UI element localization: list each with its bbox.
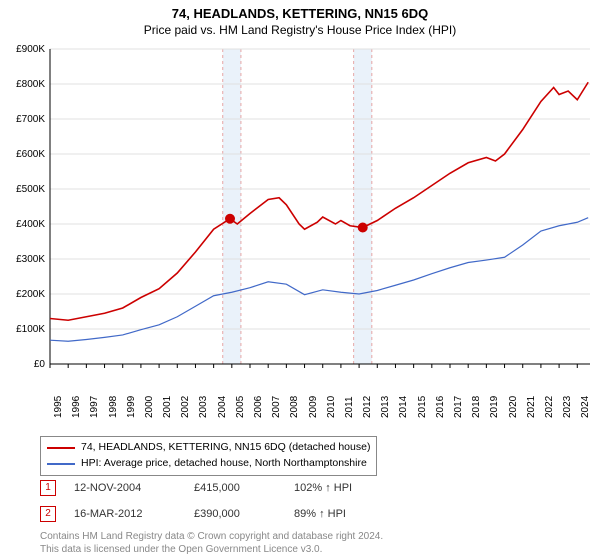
x-tick-label: 2023 (562, 396, 573, 418)
event-pct: 89% ↑ HPI (294, 508, 404, 520)
footer-line2: This data is licensed under the Open Gov… (40, 543, 383, 556)
footer-line1: Contains HM Land Registry data © Crown c… (40, 530, 383, 543)
x-tick-label: 2015 (417, 396, 428, 418)
event-date: 16-MAR-2012 (74, 508, 194, 520)
legend-swatch (47, 463, 75, 465)
x-tick-label: 2022 (544, 396, 555, 418)
x-tick-label: 1998 (108, 396, 119, 418)
x-tick-label: 2011 (344, 396, 355, 418)
chart-plot: £0 £100K £200K £300K £400K £500K £600K £700K £80… (0, 44, 600, 384)
x-tick-label: 2017 (453, 396, 464, 418)
legend-row: HPI: Average price, detached house, Nort… (47, 456, 370, 472)
x-tick-label: 2024 (580, 396, 591, 418)
x-tick-label: 1995 (53, 396, 64, 418)
svg-text:£300K: £300K (16, 254, 45, 265)
event-price: £415,000 (194, 482, 294, 494)
event-marker-1: 1 (40, 480, 56, 496)
x-tick-label: 2006 (253, 396, 264, 418)
x-tick-label: 2004 (217, 396, 228, 418)
x-tick-label: 2007 (271, 396, 282, 418)
svg-text:£800K: £800K (16, 79, 45, 90)
legend-label: 74, HEADLANDS, KETTERING, NN15 6DQ (deta… (81, 440, 370, 456)
x-tick-label: 2016 (435, 396, 446, 418)
x-tick-label: 2013 (380, 396, 391, 418)
svg-text:£0: £0 (34, 359, 46, 370)
event-price: £390,000 (194, 508, 294, 520)
x-tick-label: 2002 (180, 396, 191, 418)
x-tick-label: 2000 (144, 396, 155, 418)
chart-title: 74, HEADLANDS, KETTERING, NN15 6DQ (0, 0, 600, 21)
x-tick-label: 2009 (308, 396, 319, 418)
x-tick-label: 2020 (508, 396, 519, 418)
event-marker-2: 2 (40, 506, 56, 522)
chart-subtitle: Price paid vs. HM Land Registry's House … (0, 21, 600, 41)
x-tick-label: 1996 (71, 396, 82, 418)
x-tick-label: 2008 (289, 396, 300, 418)
x-tick-label: 2012 (362, 396, 373, 418)
legend-label: HPI: Average price, detached house, Nort… (81, 456, 367, 472)
footer-attribution: Contains HM Land Registry data © Crown c… (40, 530, 383, 556)
svg-text:£500K: £500K (16, 184, 45, 195)
event-row-2: 2 16-MAR-2012 £390,000 89% ↑ HPI (40, 506, 404, 522)
x-tick-label: 2019 (489, 396, 500, 418)
x-tick-label: 1997 (89, 396, 100, 418)
x-tick-label: 1999 (126, 396, 137, 418)
x-tick-label: 2021 (526, 396, 537, 418)
legend-box: 74, HEADLANDS, KETTERING, NN15 6DQ (deta… (40, 436, 377, 476)
svg-text:£200K: £200K (16, 289, 45, 300)
x-tick-label: 2010 (326, 396, 337, 418)
svg-text:£700K: £700K (16, 114, 45, 125)
event-pct: 102% ↑ HPI (294, 482, 404, 494)
x-tick-label: 2018 (471, 396, 482, 418)
chart-svg: £0 £100K £200K £300K £400K £500K £600K £700K £80… (0, 44, 600, 384)
event-date: 12-NOV-2004 (74, 482, 194, 494)
svg-text:£100K: £100K (16, 324, 45, 335)
x-tick-label: 2005 (235, 396, 246, 418)
x-tick-label: 2001 (162, 396, 173, 418)
svg-text:£900K: £900K (16, 44, 45, 55)
chart-container: 74, HEADLANDS, KETTERING, NN15 6DQ Price… (0, 0, 600, 560)
svg-text:£600K: £600K (16, 149, 45, 160)
legend-row: 74, HEADLANDS, KETTERING, NN15 6DQ (deta… (47, 440, 370, 456)
x-axis-labels: 1995 1996 1997 1998 1999 2000 2001 2002 2003 2004… (0, 384, 600, 432)
svg-text:£400K: £400K (16, 219, 45, 230)
x-tick-label: 2014 (398, 396, 409, 418)
x-tick-label: 2003 (198, 396, 209, 418)
legend-swatch (47, 447, 75, 449)
event-row-1: 1 12-NOV-2004 £415,000 102% ↑ HPI (40, 480, 404, 496)
